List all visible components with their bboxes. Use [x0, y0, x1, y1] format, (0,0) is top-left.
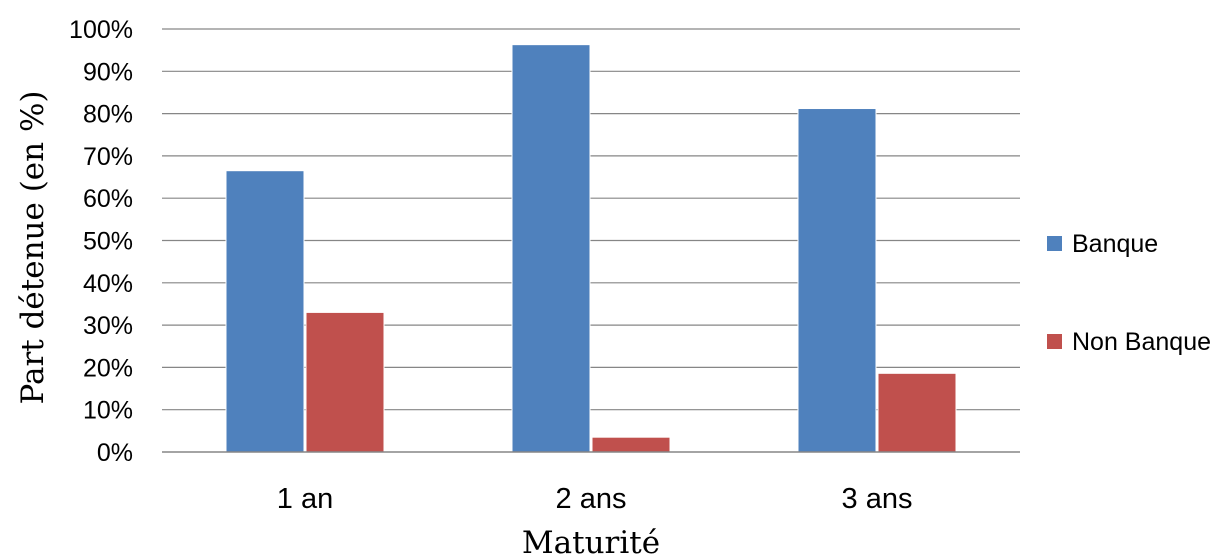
- legend-swatch: [1047, 236, 1062, 251]
- y-tick-label: 80%: [83, 101, 133, 129]
- legend-swatch: [1047, 334, 1062, 349]
- y-tick-label: 0%: [97, 439, 133, 467]
- x-tick-label: 3 ans: [842, 483, 913, 515]
- legend-label: Non Banque: [1072, 328, 1211, 356]
- y-tick-label: 100%: [69, 16, 133, 44]
- bar-banque: [797, 108, 877, 453]
- bar-non-banque: [877, 372, 957, 453]
- y-tick-label: 90%: [83, 58, 133, 86]
- bar-non-banque: [591, 436, 671, 453]
- bar-non-banque: [305, 311, 385, 453]
- x-axis-title: Maturité: [522, 525, 660, 560]
- y-tick-label: 60%: [83, 185, 133, 213]
- y-axis-title: Part détenue (en %): [15, 90, 51, 404]
- y-tick-labels: 0% 10% 20% 30% 40% 50% 60% 70% 80% 90% 100%: [69, 16, 133, 467]
- legend-label: Banque: [1072, 230, 1158, 258]
- y-tick-label: 10%: [83, 397, 133, 425]
- bar-banque: [225, 170, 305, 453]
- y-tick-label: 20%: [83, 354, 133, 382]
- x-tick-labels: 1 an 2 ans 3 ans: [277, 483, 913, 515]
- bars: [225, 44, 957, 453]
- legend: Banque Non Banque: [1047, 230, 1211, 356]
- x-tick-label: 1 an: [277, 483, 333, 515]
- y-tick-label: 70%: [83, 143, 133, 171]
- bar-banque: [511, 44, 591, 453]
- gridlines: [162, 28, 1020, 411]
- x-tick-label: 2 ans: [556, 483, 627, 515]
- y-tick-label: 40%: [83, 270, 133, 298]
- y-tick-label: 50%: [83, 228, 133, 256]
- y-tick-label: 30%: [83, 312, 133, 340]
